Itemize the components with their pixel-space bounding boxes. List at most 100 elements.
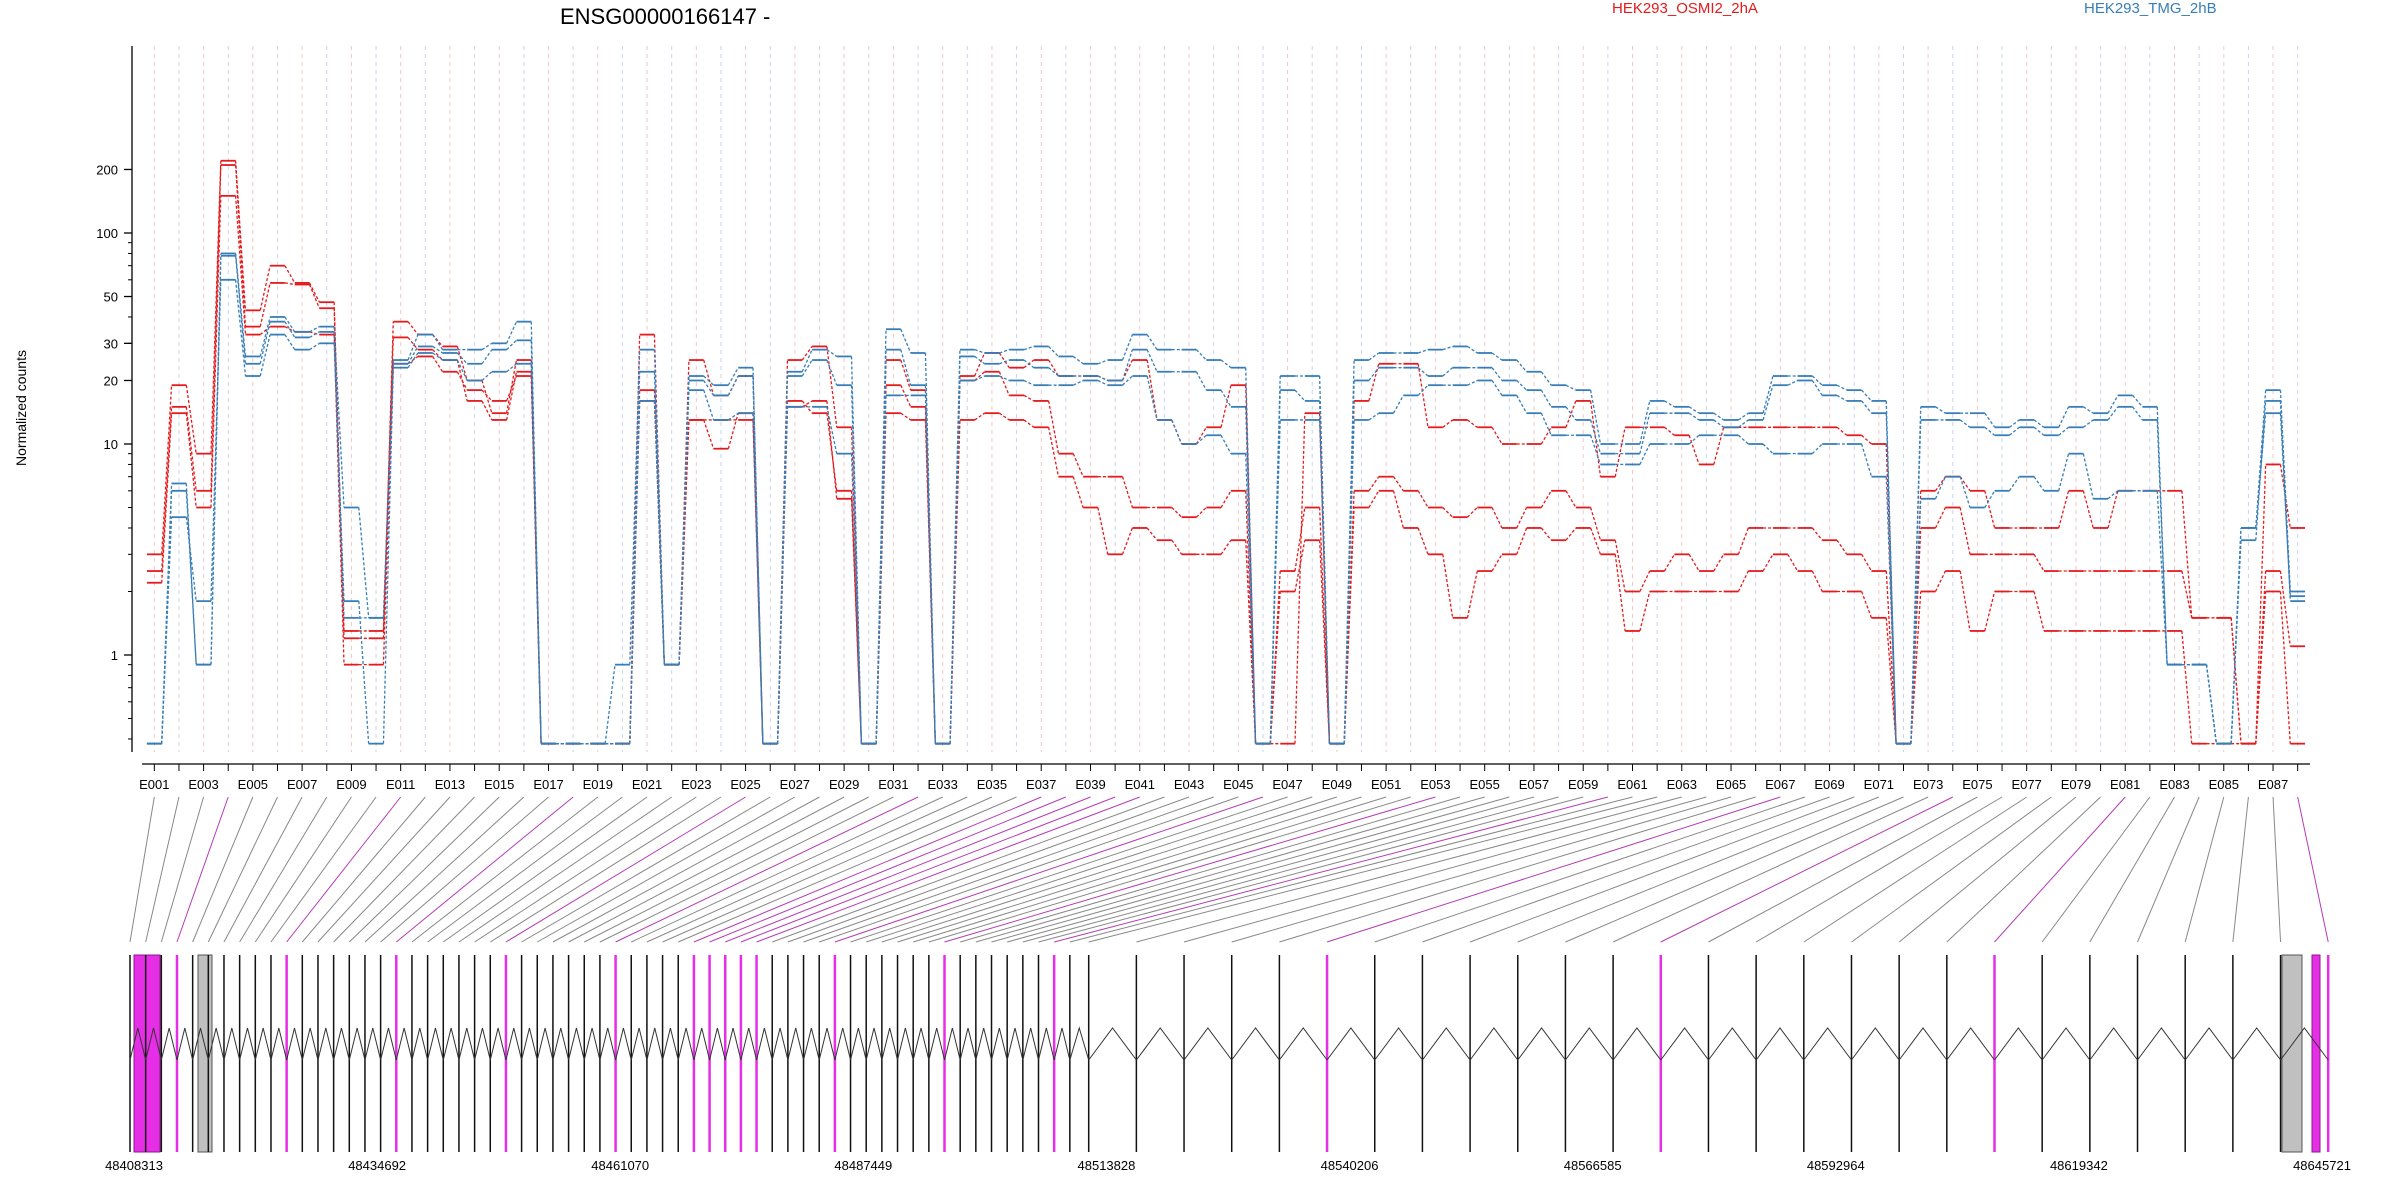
series-connector bbox=[1417, 490, 1429, 508]
intron-line bbox=[756, 1027, 773, 1061]
series-connector bbox=[1885, 570, 1897, 744]
x-tick-label: E071 bbox=[1864, 777, 1894, 792]
series-connector bbox=[1590, 527, 1602, 555]
series-connector bbox=[2255, 591, 2267, 744]
x-tick-label: E027 bbox=[780, 777, 810, 792]
y-tick-label: 30 bbox=[104, 336, 118, 351]
series-connector bbox=[1023, 379, 1035, 386]
series-connector bbox=[1614, 554, 1626, 632]
series-connector bbox=[629, 400, 641, 744]
series-connector bbox=[1836, 384, 1848, 391]
series-connector bbox=[1959, 570, 1971, 632]
series-connector bbox=[752, 375, 764, 744]
series-connector bbox=[1713, 427, 1725, 465]
intron-line bbox=[677, 1027, 695, 1061]
series-connector bbox=[703, 380, 715, 396]
series-connector bbox=[2058, 490, 2070, 529]
series-connector bbox=[2279, 413, 2291, 597]
series-connector bbox=[1368, 367, 1380, 381]
genomic-coordinate-axis: 48408313 48434692 48461070 48487449 48513828… bbox=[105, 1158, 2351, 1173]
series-connector bbox=[308, 282, 320, 303]
x-tick-label: E059 bbox=[1568, 777, 1598, 792]
series-connector bbox=[1491, 553, 1503, 572]
series-connector bbox=[703, 375, 715, 386]
series-connector bbox=[2033, 476, 2045, 492]
connector-E027 bbox=[537, 796, 796, 943]
intron-line bbox=[771, 1027, 789, 1061]
series-connector bbox=[407, 346, 419, 365]
series-connector bbox=[1565, 406, 1577, 421]
connector-E062 bbox=[1088, 796, 1658, 943]
series-connector bbox=[801, 400, 813, 414]
intron-line bbox=[1231, 1027, 1280, 1061]
series-connector bbox=[1097, 375, 1109, 382]
series-connector bbox=[1122, 375, 1133, 386]
genomic-tick-label: 48566585 bbox=[1564, 1158, 1622, 1173]
connector-E065 bbox=[1231, 796, 1732, 943]
series-connector bbox=[974, 352, 986, 377]
series-connector bbox=[2132, 406, 2143, 421]
intron-line bbox=[928, 1027, 946, 1061]
series-connector bbox=[1368, 476, 1380, 492]
series-connector bbox=[481, 389, 493, 402]
connector-E048 bbox=[866, 796, 1313, 943]
y-tick-label: 200 bbox=[96, 162, 118, 177]
series-connector bbox=[727, 412, 739, 449]
series-connector bbox=[2230, 527, 2242, 744]
intron-line bbox=[1135, 1027, 1185, 1061]
intron-line bbox=[536, 1027, 554, 1061]
series-connector bbox=[1664, 426, 1675, 436]
connector-E011 bbox=[286, 796, 402, 943]
connector-E076 bbox=[1755, 796, 2003, 943]
series-connector bbox=[850, 453, 863, 744]
series-connector bbox=[185, 483, 197, 665]
series-connector bbox=[481, 342, 493, 351]
intron-line bbox=[724, 1027, 742, 1061]
genomic-tick-label: 48487449 bbox=[834, 1158, 892, 1173]
x-tick-label: E017 bbox=[533, 777, 563, 792]
connector-E003 bbox=[160, 796, 205, 943]
series-4 bbox=[146, 254, 2306, 745]
connector-E066 bbox=[1279, 796, 1756, 943]
series-connector bbox=[1294, 507, 1306, 572]
series-connector bbox=[1269, 419, 1281, 744]
intron-line bbox=[442, 1027, 460, 1061]
x-tick-label: E087 bbox=[2258, 777, 2288, 792]
x-tick-label: E009 bbox=[336, 777, 366, 792]
series-connector bbox=[850, 498, 863, 744]
connector-E050 bbox=[897, 796, 1362, 943]
connector-E054 bbox=[960, 796, 1461, 943]
series-connector bbox=[185, 385, 197, 454]
series-connector bbox=[1934, 570, 1946, 592]
series-connector bbox=[1836, 426, 1848, 436]
series-connector bbox=[161, 517, 173, 744]
series-connector bbox=[2279, 591, 2291, 744]
x-tick-label: E083 bbox=[2159, 777, 2189, 792]
series-connector bbox=[1048, 367, 1059, 377]
series-connector bbox=[1220, 434, 1232, 454]
connector-E009 bbox=[254, 796, 352, 943]
connector-E032 bbox=[615, 796, 919, 943]
series-connector bbox=[1097, 379, 1109, 386]
connector-E044 bbox=[803, 796, 1214, 943]
series-connector bbox=[1491, 426, 1503, 445]
connector-E023 bbox=[474, 796, 697, 943]
connector-E004 bbox=[176, 796, 229, 943]
series-connector bbox=[1590, 435, 1602, 465]
series-connector bbox=[1195, 426, 1207, 445]
x-tick-label: E035 bbox=[977, 777, 1007, 792]
series-connector bbox=[1467, 419, 1478, 428]
series-connector bbox=[1417, 363, 1429, 428]
series-connector bbox=[1097, 359, 1108, 365]
series-connector bbox=[456, 371, 468, 391]
series-connector bbox=[1787, 379, 1798, 386]
series-connector bbox=[382, 337, 394, 631]
series-connector bbox=[2205, 664, 2218, 744]
connector-E022 bbox=[458, 796, 672, 943]
connector-E019 bbox=[411, 796, 599, 943]
series-connector bbox=[1171, 419, 1183, 445]
intron-line bbox=[850, 1027, 867, 1061]
series-connector bbox=[727, 375, 739, 396]
series-connector bbox=[1294, 413, 1306, 744]
exon-block-highlight-end bbox=[2311, 954, 2321, 1153]
